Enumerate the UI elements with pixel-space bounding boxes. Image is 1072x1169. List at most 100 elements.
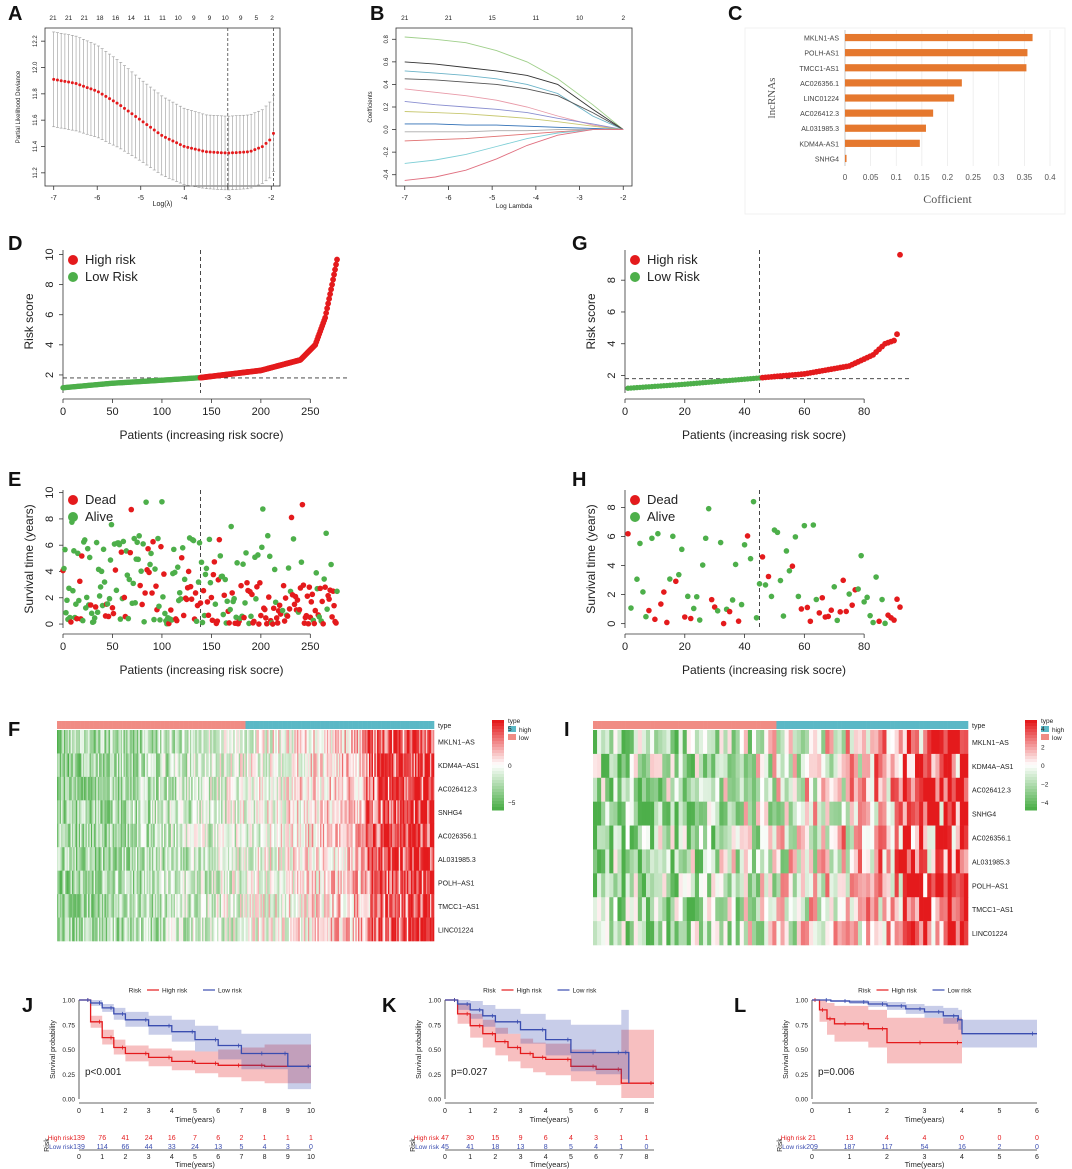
heat-cell	[94, 753, 97, 778]
heat-cell	[77, 823, 79, 848]
heat-cell	[931, 801, 936, 826]
heat-cell	[923, 825, 928, 850]
heat-cell	[212, 776, 215, 801]
heat-cell	[845, 825, 851, 850]
heat-cell	[218, 894, 221, 918]
heat-cell	[947, 897, 952, 922]
top-tick-label: 18	[96, 15, 104, 22]
heat-cell	[118, 870, 120, 895]
heat-cell	[169, 800, 172, 825]
heat-cell	[874, 777, 879, 802]
heat-cell	[845, 849, 851, 874]
heat-cell	[222, 730, 225, 754]
heat-cell	[297, 776, 299, 801]
heat-cell	[939, 897, 944, 922]
heat-cell	[853, 825, 859, 850]
type-cell	[694, 721, 700, 729]
heat-cell	[410, 776, 413, 801]
heat-cell	[126, 800, 128, 825]
dead-point	[280, 582, 287, 589]
heat-cell	[99, 800, 101, 825]
heat-cell	[268, 894, 271, 918]
heat-cell	[617, 777, 622, 802]
type-cell	[73, 721, 75, 729]
heat-cell	[78, 823, 81, 848]
heat-cell	[230, 776, 233, 801]
heat-cell	[364, 776, 367, 801]
heat-cell	[88, 870, 90, 895]
heat-cell	[113, 800, 116, 825]
type-cell	[666, 721, 671, 729]
heat-cell	[394, 800, 397, 825]
heat-cell	[153, 823, 155, 848]
heat-cell	[123, 753, 126, 778]
heat-cell	[379, 730, 382, 754]
heat-cell	[161, 870, 164, 895]
x-tick-label: -2	[268, 195, 274, 202]
deviance-point	[126, 109, 130, 113]
heat-cell	[776, 753, 781, 779]
heat-cell	[278, 730, 280, 754]
heat-cell	[165, 753, 168, 778]
heat-cell	[368, 917, 371, 942]
heat-cell	[923, 921, 928, 946]
heat-cell	[609, 825, 614, 850]
heat-cell	[126, 917, 128, 942]
heat-cell	[305, 776, 307, 801]
heat-cell	[324, 776, 326, 801]
deviance-point	[230, 151, 234, 155]
heat-cell	[405, 847, 408, 871]
heat-cell	[199, 730, 202, 754]
heat-cell	[169, 776, 172, 801]
heat-cell	[862, 753, 867, 779]
heat-cell	[100, 917, 103, 942]
heat-cell	[356, 870, 359, 895]
heat-cell	[314, 800, 317, 825]
deviance-point	[70, 81, 74, 85]
type-cell	[172, 721, 174, 729]
heat-cell	[169, 870, 172, 895]
heat-cell	[96, 753, 98, 778]
type-cell	[406, 721, 409, 729]
heat-cell	[349, 730, 352, 754]
heat-cell	[389, 753, 391, 778]
heat-cell	[226, 753, 229, 778]
heat-cell	[271, 776, 273, 801]
heat-cell	[391, 917, 394, 942]
heat-cell	[682, 849, 688, 874]
heat-cell	[271, 730, 273, 754]
heat-cell	[302, 730, 305, 754]
heat-cell	[898, 825, 904, 850]
heat-cell	[866, 730, 871, 755]
deviance-point	[204, 150, 208, 154]
heat-cell	[415, 917, 417, 942]
heat-cell	[601, 801, 606, 826]
heat-cell	[358, 753, 360, 778]
heat-cell	[237, 730, 240, 754]
heat-cell	[768, 897, 773, 922]
heat-cell	[292, 917, 295, 942]
type-cell	[360, 721, 363, 729]
heat-cell	[291, 776, 294, 801]
heat-cell	[294, 847, 296, 871]
heat-cell	[813, 825, 818, 850]
heat-cell	[421, 753, 424, 778]
heat-cell	[176, 730, 178, 754]
heat-cell	[241, 753, 244, 778]
heat-cell	[780, 873, 785, 898]
heat-cell	[348, 730, 351, 754]
heat-cell	[69, 894, 71, 918]
heat-cell	[326, 753, 329, 778]
heat-cell	[394, 847, 397, 871]
heat-cell	[97, 823, 100, 848]
heat-cell	[122, 776, 124, 801]
heat-cell	[122, 753, 124, 778]
heat-cell	[199, 870, 202, 895]
heat-cell	[406, 730, 409, 754]
heat-cell	[229, 823, 231, 848]
heat-cell	[321, 800, 324, 825]
heat-cell	[906, 825, 912, 850]
type-cell	[939, 721, 944, 729]
alive-point	[253, 596, 259, 602]
heat-cell	[404, 917, 406, 942]
